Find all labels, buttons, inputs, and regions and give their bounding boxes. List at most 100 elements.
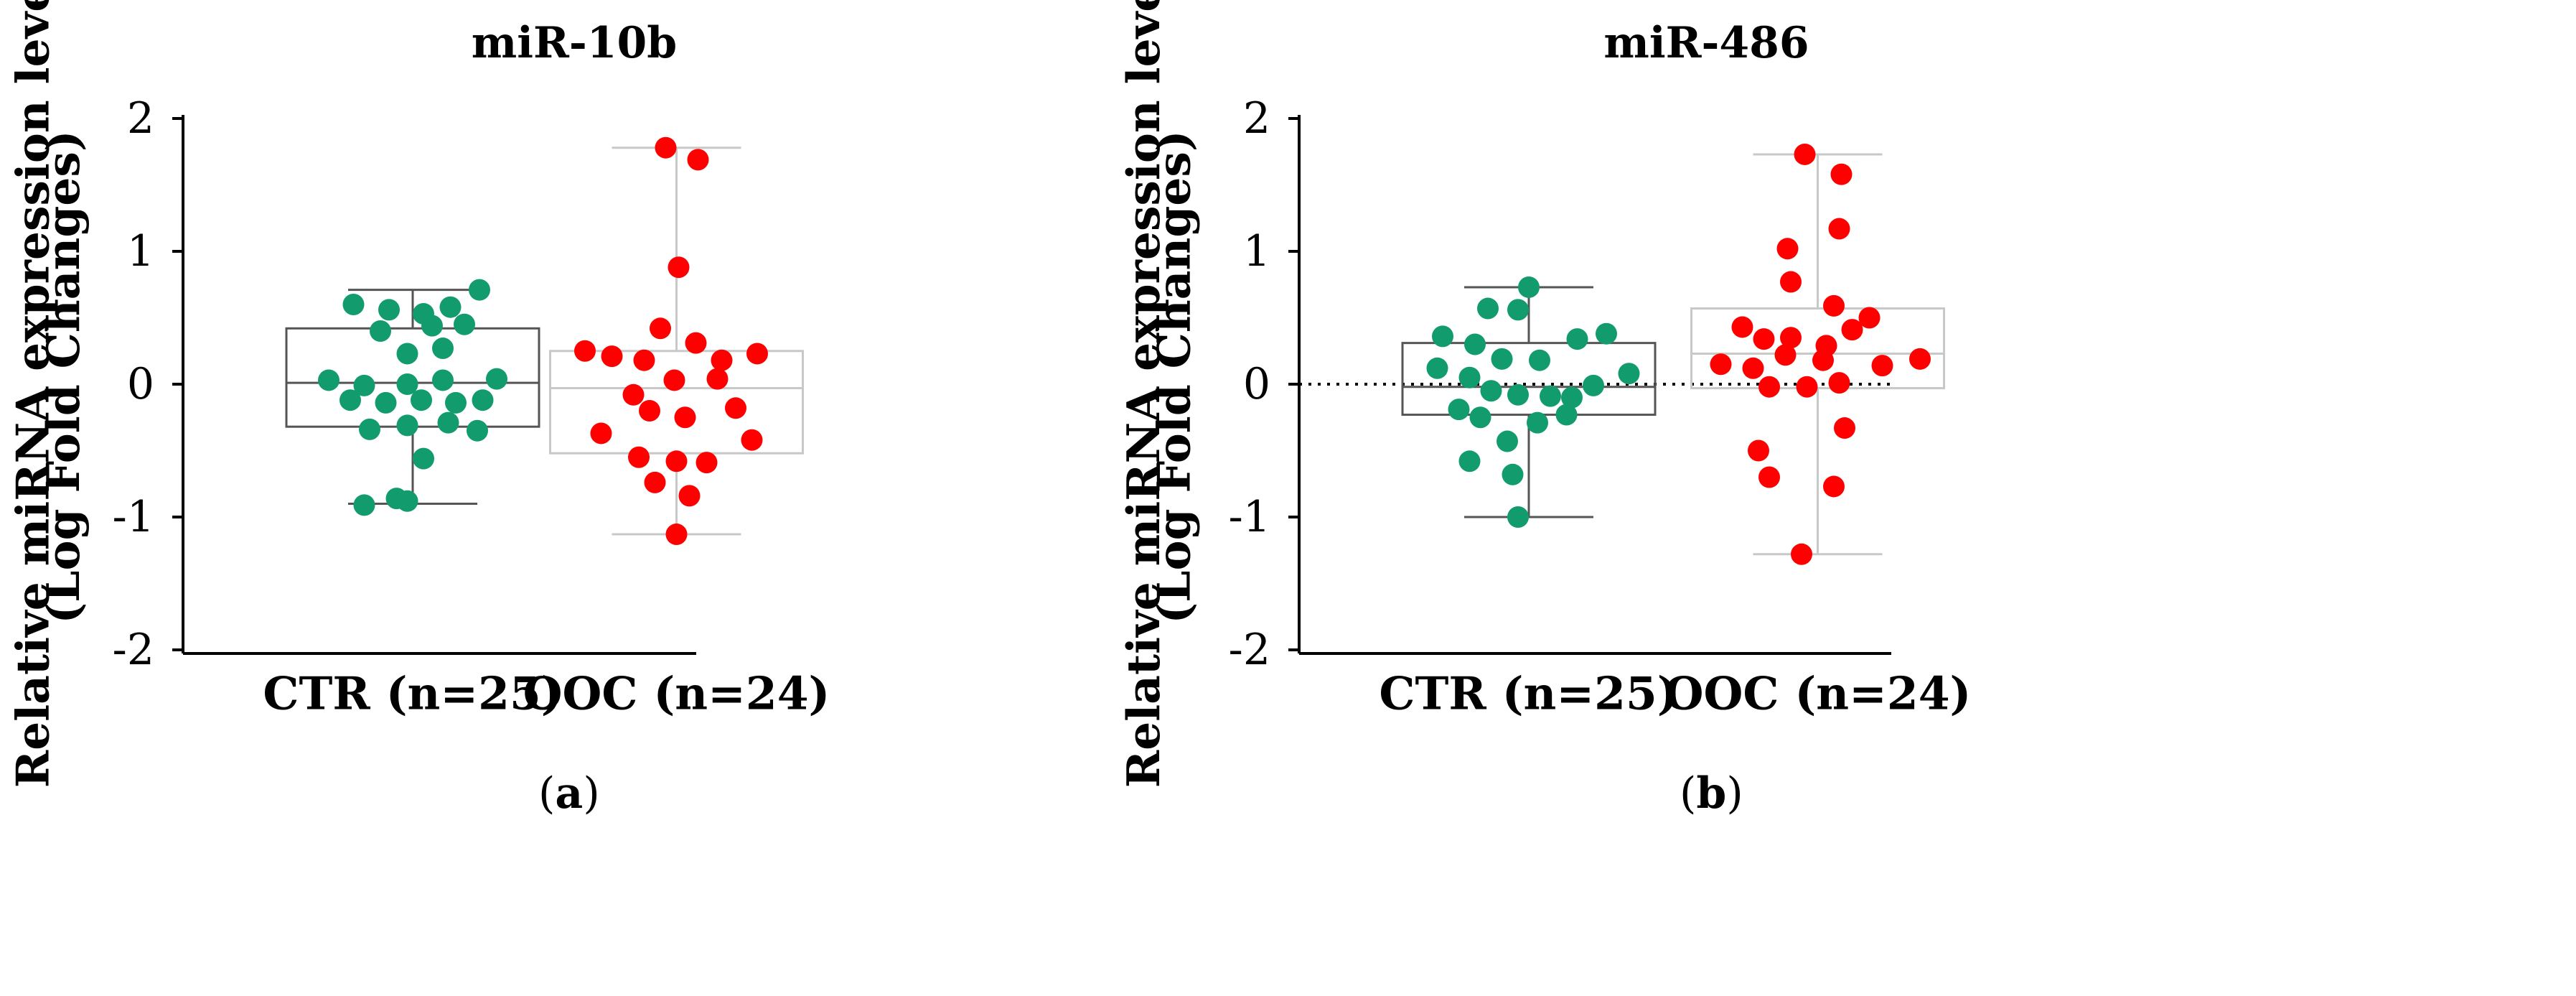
data-point [1758,376,1780,398]
data-point [375,391,397,414]
x-category-label: CTR (n=25) [263,667,562,720]
data-point [1566,328,1588,350]
data-point [1426,357,1448,379]
data-point [1871,355,1893,377]
data-point [1748,439,1769,462]
x-category-label: CTR (n=25) [1379,667,1678,720]
data-point [1812,349,1834,371]
y-axis-label-units: (Log Fold Changes) [37,130,90,623]
data-point [665,450,688,473]
data-point [1477,297,1499,320]
data-point [711,349,733,371]
data-point [1742,357,1764,379]
data-point [1794,143,1816,165]
data-point [1507,506,1529,528]
data-point [467,419,488,442]
data-point [1432,325,1453,348]
data-point [486,368,507,390]
data-point [432,369,454,391]
data-point [413,447,434,470]
data-point [1561,386,1583,409]
data-point [445,391,467,414]
data-point [318,369,339,391]
data-point [1780,271,1802,293]
y-tick-label: 1 [127,226,154,276]
data-point [639,400,660,422]
y-tick-label: -2 [1229,625,1270,675]
data-point [1458,366,1481,388]
data-point [1796,376,1818,398]
y-tick-label: 0 [127,359,154,409]
data-point [674,406,696,429]
data-point [725,397,746,419]
data-point [342,294,365,315]
data-point [695,452,718,474]
data-point [1776,238,1799,260]
data-point [439,296,462,318]
data-point [1596,322,1617,345]
chart-title: miR-486 [1603,18,1809,68]
data-point [396,414,418,437]
data-point [1834,417,1855,439]
data-point [1731,316,1753,338]
data-point [437,411,459,434]
y-axis-label: Relative miRNA expression level [1117,0,1170,788]
data-point [1527,411,1548,434]
data-point [1618,363,1640,385]
panel-caption: (b) [1680,768,1743,819]
data-point [1507,299,1529,321]
group-ooc: OOC (n=24) [523,136,830,720]
data-point [370,320,391,342]
data-point [1448,399,1470,421]
data-point [1830,163,1853,185]
y-tick-label: -2 [113,625,154,675]
data-point [628,446,650,468]
panel-caption: (a) [538,768,600,819]
data-point [1529,349,1550,371]
data-point [1464,333,1486,355]
data-point [1780,327,1802,349]
data-point [1828,372,1850,394]
box-iqr [1401,342,1657,416]
data-point [1507,383,1529,406]
data-point [1909,348,1931,370]
data-point [706,368,729,390]
data-point [1774,344,1797,366]
data-point [622,383,645,406]
box-iqr [549,350,804,455]
data-point [678,485,701,507]
panel-a: miR-10b Relative miRNA expression level(L… [6,0,830,819]
box-iqr [1690,307,1945,390]
data-point [663,369,685,391]
data-point [353,494,375,516]
data-point [469,279,490,301]
y-tick-label: 0 [1243,359,1270,409]
data-point [421,315,443,337]
data-point [687,149,709,171]
data-point [644,471,666,493]
data-point [1858,307,1881,329]
y-tick-label: 2 [1243,93,1270,144]
y-tick-label: 2 [127,93,154,144]
data-point [359,418,380,440]
y-tick-label: -1 [113,492,154,542]
data-point [655,136,677,159]
data-point [472,389,494,411]
data-point [1497,430,1518,452]
data-point [1491,348,1513,370]
data-point [601,345,623,368]
data-point [668,256,690,279]
data-point [590,422,612,445]
y-axis-label-units: (Log Fold Changes) [1148,130,1201,623]
data-point [1540,385,1561,407]
data-point [396,373,418,395]
data-point [1823,475,1845,498]
data-point [1791,543,1812,565]
panel-b: miR-486 Relative miRNA expression level(L… [1117,0,1971,819]
data-point [741,429,763,451]
data-point [396,343,418,365]
data-point [411,389,432,411]
data-point [1823,294,1845,317]
